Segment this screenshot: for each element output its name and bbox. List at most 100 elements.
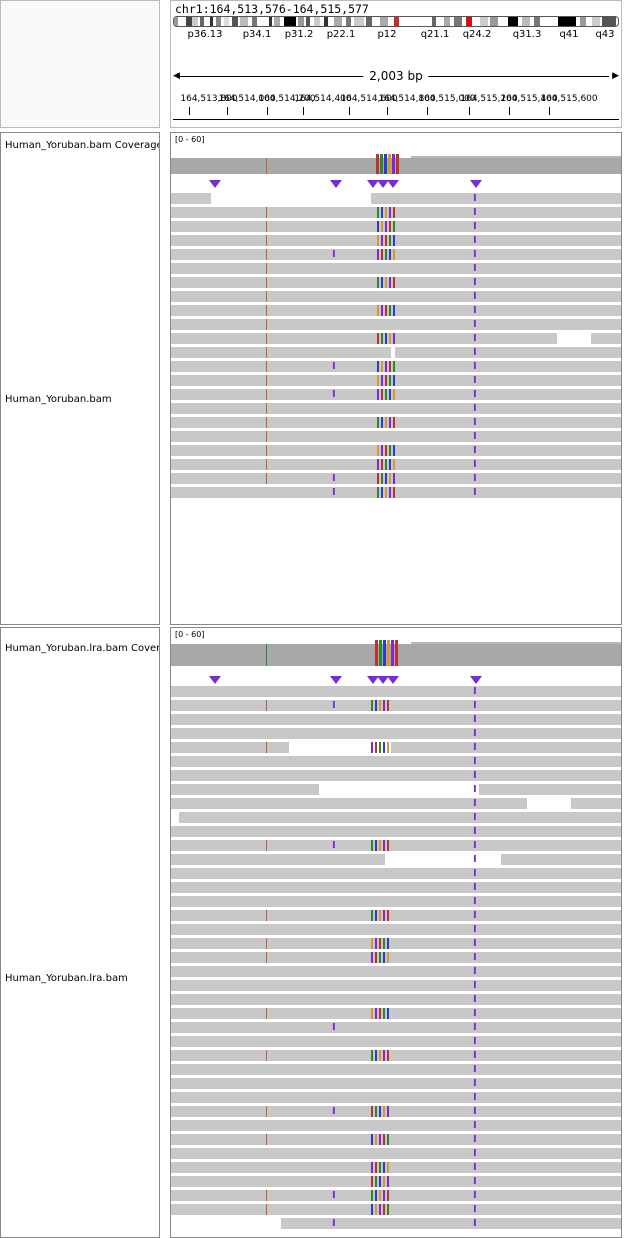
read[interactable] <box>391 742 621 753</box>
read[interactable] <box>171 1120 621 1131</box>
read[interactable] <box>591 333 621 344</box>
read[interactable] <box>171 994 621 1005</box>
mismatch-block <box>381 445 383 456</box>
insertion-glyph: I <box>473 249 477 260</box>
chromosome-ideogram[interactable] <box>173 16 619 27</box>
read[interactable] <box>281 1218 621 1229</box>
mismatch-block <box>385 235 387 246</box>
read[interactable] <box>171 319 621 330</box>
read[interactable] <box>171 263 621 274</box>
read[interactable] <box>171 347 391 358</box>
mismatch-block <box>379 1106 381 1117</box>
read[interactable] <box>171 1064 621 1075</box>
alignment-track-name[interactable]: Human_Yoruban.bam <box>5 394 112 405</box>
read[interactable] <box>171 826 621 837</box>
read[interactable] <box>171 1092 621 1103</box>
read[interactable] <box>171 1008 621 1019</box>
read[interactable] <box>171 445 621 456</box>
insertion-glyph: I <box>332 473 336 484</box>
mismatch-block <box>393 361 395 372</box>
read[interactable] <box>171 1176 621 1187</box>
read[interactable] <box>171 1050 621 1061</box>
read[interactable] <box>171 305 621 316</box>
read[interactable] <box>171 389 621 400</box>
read[interactable] <box>171 966 621 977</box>
read[interactable] <box>371 193 621 204</box>
read[interactable] <box>171 403 621 414</box>
read[interactable] <box>171 249 621 260</box>
read[interactable] <box>171 882 621 893</box>
read[interactable] <box>171 952 621 963</box>
read[interactable] <box>171 1148 621 1159</box>
read[interactable] <box>479 784 621 795</box>
read[interactable] <box>171 473 621 484</box>
insertion-glyph: I <box>473 910 477 921</box>
read[interactable] <box>171 487 621 498</box>
read[interactable] <box>171 756 621 767</box>
read[interactable] <box>171 686 621 697</box>
read[interactable] <box>171 868 621 879</box>
read[interactable] <box>171 291 621 302</box>
read[interactable] <box>171 1204 621 1215</box>
read[interactable] <box>171 1022 621 1033</box>
read[interactable] <box>171 798 527 809</box>
insertion-glyph: I <box>473 235 477 246</box>
read[interactable] <box>395 347 621 358</box>
read[interactable] <box>171 854 385 865</box>
read[interactable] <box>171 277 621 288</box>
read[interactable] <box>171 938 621 949</box>
read[interactable] <box>171 840 621 851</box>
read[interactable] <box>571 798 621 809</box>
mismatch-block <box>389 333 391 344</box>
insertion-glyph: I <box>473 193 477 204</box>
read[interactable] <box>171 784 319 795</box>
mismatch-block <box>389 417 391 428</box>
read[interactable] <box>171 361 621 372</box>
mismatch-block <box>383 742 385 753</box>
read[interactable] <box>171 375 621 386</box>
read[interactable] <box>171 980 621 991</box>
read[interactable] <box>171 221 621 232</box>
locus-label[interactable]: chr1:164,513,576-164,515,577 <box>175 2 369 16</box>
insertion-glyph: I <box>332 1190 336 1201</box>
read[interactable] <box>171 1162 621 1173</box>
read[interactable] <box>171 742 289 753</box>
read[interactable] <box>171 1134 621 1145</box>
read[interactable] <box>179 812 621 823</box>
insertion-marker <box>330 180 342 188</box>
read[interactable] <box>171 910 621 921</box>
cytoband <box>306 17 310 26</box>
ruler-tick-label: 164,515,000 <box>418 94 476 104</box>
insertion-glyph: I <box>332 1022 336 1033</box>
read[interactable] <box>171 333 557 344</box>
snp-mismatch <box>266 473 267 484</box>
read[interactable] <box>171 1106 621 1117</box>
read[interactable] <box>171 770 621 781</box>
alignment-track-name[interactable]: Human_Yoruban.lra.bam <box>5 973 128 984</box>
snp-mismatch <box>266 235 267 246</box>
read[interactable] <box>171 728 621 739</box>
ruler-tick <box>427 107 428 115</box>
coverage-mismatch <box>375 640 378 666</box>
read[interactable] <box>171 193 211 204</box>
coverage-track-name[interactable]: Human_Yoruban.bam Coverage <box>5 140 160 151</box>
read[interactable] <box>171 459 621 470</box>
read[interactable] <box>171 417 621 428</box>
insertion-glyph: I <box>473 868 477 879</box>
mismatch-block <box>381 389 383 400</box>
read[interactable] <box>171 700 621 711</box>
read[interactable] <box>501 854 621 865</box>
read[interactable] <box>171 1078 621 1089</box>
read[interactable] <box>171 896 621 907</box>
read[interactable] <box>171 1190 621 1201</box>
read[interactable] <box>171 714 621 725</box>
read[interactable] <box>171 207 621 218</box>
coverage-track-name[interactable]: Human_Yoruban.lra.bam Coverage <box>5 643 160 654</box>
ruler-tick <box>189 107 190 115</box>
read[interactable] <box>171 924 621 935</box>
read[interactable] <box>171 1036 621 1047</box>
read[interactable] <box>171 235 621 246</box>
read[interactable] <box>171 431 621 442</box>
